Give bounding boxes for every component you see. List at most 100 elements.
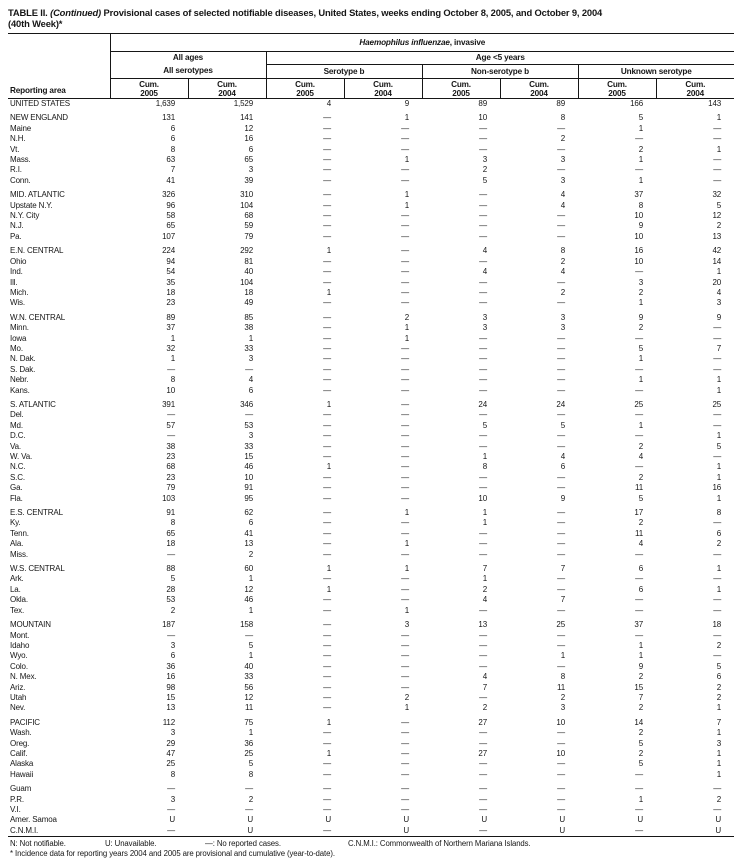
value-cell: 40 [244,267,253,277]
value-cell: — [479,483,487,493]
notifiable-diseases-table: Reporting area Haemophilus influenzae, i… [8,33,735,838]
value-cell: — [713,805,722,814]
value-cell: — [479,539,487,549]
value-cell: 3 [170,728,175,738]
table-row: D.C. — 3 — — — — — 1 [8,431,734,441]
value-cell: 94 [166,256,175,266]
value-cell: — [479,256,487,266]
value-cell: — [479,784,487,794]
value-cell: — [557,528,565,538]
value-cell: 2 [638,441,643,451]
reporting-area-cell: Ark. [10,574,24,584]
value-cell: 37 [634,190,643,200]
value-cell: — [401,738,409,748]
value-cell: 46 [244,595,253,605]
value-cell: 1 [404,508,409,518]
value-cell: — [401,410,409,420]
value-cell: — [479,375,487,385]
value-cell: — [323,385,331,395]
value-cell: 5 [248,759,253,769]
value-cell: 16 [166,672,175,682]
value-cell: 1 [638,298,643,308]
value-cell: 7 [482,564,487,574]
table-row: N. Mex. 16 33 — — 4 8 2 6 [8,672,734,682]
value-cell: 166 [630,99,643,108]
value-cell: 18 [712,620,722,630]
value-cell: — [323,256,331,266]
reporting-area-cell: S.C. [10,472,25,482]
value-cell: 1 [716,462,722,472]
value-cell: — [713,595,722,605]
value-cell: — [557,539,565,549]
value-cell: 89 [478,99,487,108]
value-cell: — [557,441,565,451]
value-cell: 2 [716,692,722,702]
value-cell: — [557,605,565,615]
value-cell: 1 [248,333,253,343]
value-cell: 12 [244,692,253,702]
reporting-area-cell: W.S. CENTRAL [10,564,65,574]
value-cell: 46 [244,462,253,472]
table-row: Upstate N.Y. 96 104 — 1 — 4 8 5 [8,201,734,211]
value-cell: 42 [712,246,722,256]
value-cell: — [578,825,656,838]
table-row: Md. 57 53 — — 5 5 1 — [8,421,734,431]
reporting-area-cell: Amer. Samoa [10,815,57,825]
table-row: Minn. 37 38 — 1 3 3 2 — [8,323,734,333]
reporting-area-cell: V.I. [10,805,21,814]
value-cell: 13 [712,231,722,241]
value-cell: — [479,441,487,451]
reporting-area-cell: Mont. [10,630,30,640]
table-row: R.I. 7 3 — — 2 — — — [8,165,734,175]
value-cell: — [713,410,722,420]
value-cell: — [479,759,487,769]
value-cell: — [557,784,565,794]
value-cell: 38 [166,441,175,451]
reporting-area-cell: Va. [10,441,21,451]
value-cell: — [401,144,409,154]
value-cell: — [557,333,565,343]
value-cell: 14 [634,717,643,727]
col-header-cum-2005: Cum. 2005 [265,78,344,99]
value-cell: 7 [170,165,175,175]
table-row: Iowa 1 1 — 1 — — — — [8,334,734,344]
value-cell: — [401,354,409,364]
value-cell: — [713,123,722,133]
value-cell: 2 [482,584,487,594]
value-cell: — [557,728,565,738]
table-row: Kans. 10 6 — — — — — 1 [8,386,734,396]
value-cell: — [401,472,409,482]
value-cell: 1 [716,564,722,574]
table-title: TABLE II. (Continued) Provisional cases … [0,0,735,29]
value-cell: 49 [244,298,253,308]
value-cell: — [110,825,188,838]
value-cell: — [635,410,643,420]
value-cell: — [713,574,722,584]
value-cell: 25 [166,759,175,769]
value-cell: — [245,784,253,794]
value-cell: 9 [638,661,643,671]
table-row: PACIFIC 112 75 1 — 27 10 14 7 [8,718,734,728]
value-cell: — [401,441,409,451]
value-cell: — [401,528,409,538]
value-cell: 10 [556,717,565,727]
reporting-area-cell: Fla. [10,493,23,503]
value-cell: 292 [240,246,253,256]
value-cell: — [713,333,722,343]
value-cell: — [479,211,487,221]
table-row: Calif. 47 25 1 — 27 10 2 1 [8,749,734,759]
value-cell: 10 [634,211,643,221]
footnotes: N: Not notifiable. U: Unavailable. —: No… [8,839,727,859]
value-cell: — [323,441,331,451]
value-cell: 7 [716,717,722,727]
value-cell: 1 [716,769,722,779]
value-cell: 141 [240,113,253,123]
non-serotype-b-header: Non-serotype b [421,64,578,79]
reporting-area-cell: S. Dak. [10,364,36,374]
value-cell: — [635,595,643,605]
value-cell: — [479,333,487,343]
value-cell: — [323,175,331,185]
value-cell: 15 [634,682,643,692]
reporting-area-cell: Tenn. [10,528,29,538]
value-cell: — [323,508,331,518]
